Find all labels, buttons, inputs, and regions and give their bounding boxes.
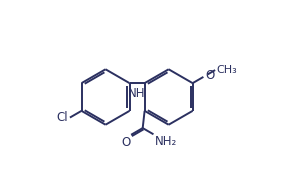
- Text: NH₂: NH₂: [154, 135, 177, 148]
- Text: O: O: [121, 136, 130, 149]
- Text: NH: NH: [128, 87, 146, 100]
- Text: O: O: [205, 69, 214, 82]
- Text: CH₃: CH₃: [216, 65, 237, 75]
- Text: Cl: Cl: [57, 111, 68, 124]
